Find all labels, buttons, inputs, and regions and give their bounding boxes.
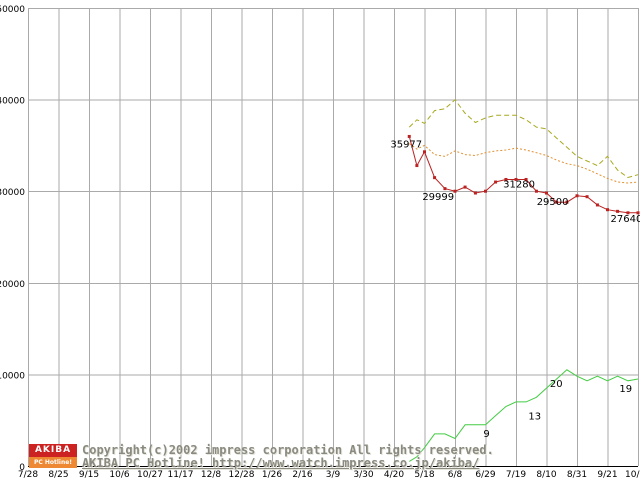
series-shop-count xyxy=(409,369,639,462)
x-tick-label: 8/31 xyxy=(567,470,587,480)
data-point-marker xyxy=(565,200,569,204)
x-tick-label: 10/6 xyxy=(109,470,129,480)
y-tick-label: 10000 xyxy=(0,371,25,381)
data-point-marker xyxy=(494,180,498,184)
x-tick-label: 2/16 xyxy=(292,470,312,480)
point-label: 20 xyxy=(550,379,563,390)
data-point-marker xyxy=(606,208,609,212)
point-label: 31280 xyxy=(503,179,535,190)
x-tick-label: 10/12 xyxy=(625,470,640,480)
data-point-marker xyxy=(514,177,518,181)
data-point-marker xyxy=(504,177,508,181)
x-tick-label: 3/30 xyxy=(353,470,373,480)
x-tick-label: 3/9 xyxy=(326,470,341,480)
series-highest-price xyxy=(408,99,639,179)
data-point-marker xyxy=(407,134,411,138)
series-average-price xyxy=(409,143,639,184)
data-point-marker xyxy=(423,150,426,154)
series-lowest-price xyxy=(407,134,640,215)
axis-labels: 0 10000 20000 30000 40000 50000 7/28 8/25 9/15 10… xyxy=(0,5,640,480)
data-point-marker xyxy=(585,195,589,199)
x-tick-label: 6/29 xyxy=(475,470,495,480)
logo-pc-hotline-text: PC Hotline! xyxy=(29,457,77,468)
x-tick-label: 9/15 xyxy=(79,470,99,480)
data-point-marker xyxy=(524,177,528,181)
data-point-marker xyxy=(626,211,630,215)
data-point-marker xyxy=(473,191,477,195)
y-tick-label: 50000 xyxy=(0,5,25,15)
data-point-marker xyxy=(463,185,467,189)
copyright-text: Copyright(c)2002 impress corporation All… xyxy=(82,444,494,470)
x-tick-label: 7/28 xyxy=(18,470,38,480)
x-tick-label: 11/17 xyxy=(168,470,194,480)
data-point-marker xyxy=(575,194,579,198)
x-tick-label: 9/21 xyxy=(597,470,617,480)
data-point-marker xyxy=(545,191,548,195)
copyright-line1: Copyright(c)2002 impress corporation All… xyxy=(82,443,494,457)
copyright-line2: AKIBA PC Hotline! http://www.watch.impre… xyxy=(82,456,480,470)
x-tick-label: 10/27 xyxy=(137,470,163,480)
footer-watermark: AKIBA PC Hotline! Copyright(c)2002 impre… xyxy=(29,444,494,470)
point-label: 13 xyxy=(528,411,541,422)
data-point-marker xyxy=(616,209,620,213)
x-tick-label: 8/25 xyxy=(48,470,68,480)
data-point-marker xyxy=(484,189,487,193)
x-tick-label: 12/28 xyxy=(229,470,255,480)
x-tick-label: 4/20 xyxy=(384,470,404,480)
data-point-marker xyxy=(595,203,599,207)
y-tick-label: 30000 xyxy=(0,188,25,198)
data-point-marker xyxy=(636,211,640,215)
point-label: 19 xyxy=(619,384,632,395)
x-tick-label: 6/8 xyxy=(448,470,463,480)
point-label: 29999 xyxy=(422,192,454,203)
logo-akiba-text: AKIBA xyxy=(29,444,77,457)
point-label: 27640 xyxy=(611,214,640,225)
data-point-marker xyxy=(415,164,419,168)
data-point-marker xyxy=(534,189,538,193)
x-tick-label: 12/8 xyxy=(201,470,221,480)
x-tick-label: 1/26 xyxy=(262,470,282,480)
point-label: 29500 xyxy=(537,197,569,208)
data-point-marker xyxy=(555,200,559,204)
x-tick-label: 7/19 xyxy=(506,470,526,480)
data-point-marker xyxy=(433,176,437,180)
x-tick-label: 5/18 xyxy=(414,470,434,480)
y-tick-label: 20000 xyxy=(0,280,25,290)
data-point-marker xyxy=(453,189,457,193)
y-tick-label: 0 xyxy=(19,463,25,473)
point-label: 35977 xyxy=(390,139,422,150)
grid xyxy=(28,8,639,467)
x-tick-label: 8/10 xyxy=(536,470,556,480)
y-tick-label: 40000 xyxy=(0,97,25,107)
akiba-pc-hotline-logo: AKIBA PC Hotline! xyxy=(29,444,77,468)
data-point-marker xyxy=(443,187,447,191)
point-label: 9 xyxy=(483,429,489,440)
